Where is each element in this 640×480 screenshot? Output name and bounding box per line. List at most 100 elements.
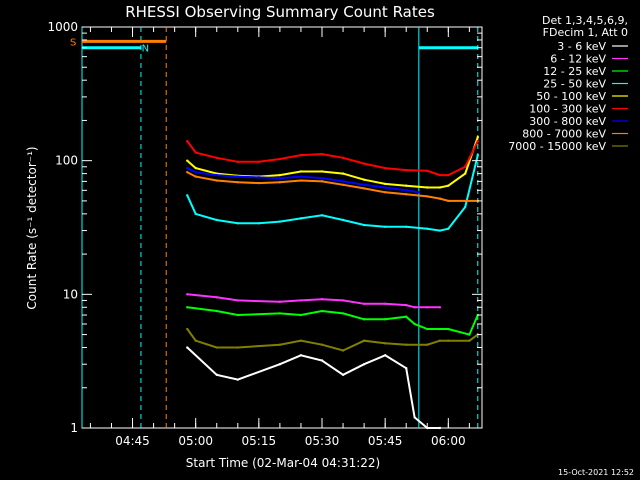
series-point [362,223,366,227]
legend-label: 300 - 800 keV [529,115,606,128]
series-point [236,181,239,184]
series-point [257,181,261,185]
series-point [413,306,416,309]
series-point [320,297,324,301]
series-point [426,227,429,230]
legend-label: 12 - 25 keV [543,65,606,78]
series-point [438,173,442,177]
legend-label: 7000 - 15000 keV [508,140,606,153]
axis-ticks: 1 10 100 1000 04:45 05:00 05:15 05:30 05:45 06:00 [47,20,482,448]
series-point [236,313,239,317]
series-point [447,199,450,203]
series-line [187,293,440,309]
legend-label: 50 - 100 keV [536,90,606,103]
series-point [476,153,479,157]
series-point [215,296,218,299]
series-point [186,327,189,331]
series-point [320,152,324,156]
y-tick-label: 100 [55,154,78,168]
series-point [463,172,467,175]
legend-label: 6 - 12 keV [550,53,606,66]
series-point [278,176,282,180]
series-point [299,339,303,342]
legend-label: 800 - 7000 keV [522,128,606,141]
series-point [278,363,282,366]
series-point [362,162,366,165]
series-point [362,302,366,305]
series-point [320,176,324,180]
vertical-markers [81,27,479,428]
series-point [362,178,366,181]
series-point [463,199,467,203]
series-point [447,327,450,331]
series-point [186,166,189,170]
series-point [468,333,471,336]
flag-label: N [142,44,149,55]
x-tick-label: 05:15 [242,434,277,448]
series-lines [186,135,479,430]
legend-label: 25 - 50 keV [543,78,606,91]
series-point [194,212,197,216]
x-tick-label: 05:45 [368,434,403,448]
series-point [341,373,345,377]
series-point [299,170,303,173]
series-point [447,184,450,187]
series-point [278,157,282,161]
series-line [187,306,479,336]
series-point [299,217,303,220]
series-point [320,343,324,346]
series-point [383,318,387,321]
series-point [341,180,345,183]
series-point [476,139,479,143]
series-point [413,322,416,326]
series-point [362,339,366,342]
series-point [278,343,282,346]
series-point [278,300,282,303]
y-tick-label: 1000 [47,20,78,34]
series-point [405,193,408,196]
series-point [468,339,471,342]
series-point [438,229,442,232]
series-point [194,339,197,342]
x-tick-label: 05:30 [305,434,340,448]
series-point [383,225,387,229]
series-point [186,306,189,309]
series-point [417,191,421,194]
series-point [426,343,429,346]
legend-label: 3 - 6 keV [557,40,606,53]
series-point [186,159,189,162]
series-point [362,183,366,186]
series-point [341,156,345,160]
series-point [362,363,366,366]
series-point [426,169,429,172]
series-point [215,218,218,222]
series-point [299,179,303,182]
series-line [186,154,479,232]
series-point [215,346,218,349]
series-point [426,186,429,189]
series-point [405,303,408,307]
series-point [383,166,387,170]
y-axis-label: Count Rate (s⁻¹ detector⁻¹) [25,146,39,309]
series-point [320,359,324,362]
series-point [299,299,303,302]
series-point [186,293,189,296]
series-point [362,187,366,190]
series-point [236,378,239,381]
series-point [405,315,408,318]
x-tick-label: 06:00 [431,434,466,448]
series-point [438,186,442,189]
series-point [438,426,442,430]
series-point [257,222,261,225]
series-point [438,306,442,309]
legend-header: Det 1,3,4,5,6,9, [542,14,628,27]
series-point [320,180,324,183]
series-point [405,168,408,172]
series-point [186,139,189,143]
series-point [215,173,218,177]
series-point [236,222,239,225]
series-point [383,354,387,357]
series-point [236,160,239,164]
series-line [186,346,440,429]
series-point [447,339,450,342]
